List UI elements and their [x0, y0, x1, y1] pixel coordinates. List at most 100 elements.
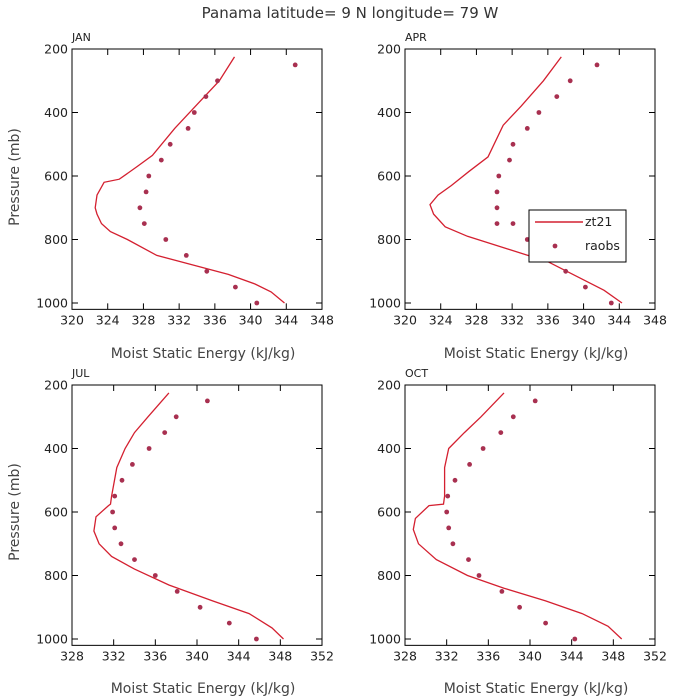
data-point-raobs	[130, 462, 135, 467]
x-tick-label: 344	[227, 648, 251, 663]
x-tick-label: 332	[167, 312, 191, 327]
series-line-zt21	[412, 392, 623, 640]
data-point-raobs	[215, 78, 220, 84]
data-point-raobs	[517, 604, 522, 610]
data-point-raobs	[174, 589, 180, 594]
plot-frame	[404, 384, 656, 646]
plot-frame	[404, 48, 656, 310]
y-axis-label: Pressure (mb)	[7, 463, 23, 561]
x-tick-label: 324	[96, 312, 120, 327]
y-tick-label: 600	[377, 505, 401, 520]
data-point-raobs	[183, 253, 189, 258]
data-point-raobs	[233, 284, 238, 290]
panel-oct: OCT 328 332 336 340 344 348 352 200 400 600 800 100…	[369, 367, 667, 663]
data-point-raobs	[254, 636, 259, 642]
series-line-zt21	[429, 56, 623, 304]
figure-title: Panama latitude= 9 N longitude= 79 W	[202, 4, 499, 22]
y-tick-label: 1000	[36, 296, 68, 311]
data-point-raobs	[466, 557, 471, 562]
y-tick-label: 1000	[369, 632, 401, 647]
y-tick-label: 200	[377, 42, 401, 57]
plot-frame	[71, 384, 323, 646]
data-point-raobs	[205, 398, 210, 404]
data-point-raobs	[118, 541, 124, 547]
legend-marker-swatch	[552, 243, 558, 249]
data-point-raobs	[563, 268, 569, 274]
y-tick-label: 800	[44, 568, 68, 583]
x-tick-label: 340	[239, 312, 263, 327]
x-tick-label: 328	[464, 312, 488, 327]
data-point-raobs	[146, 173, 152, 179]
y-axis-label: Pressure (mb)	[7, 128, 23, 226]
y-tick-label: 200	[44, 42, 68, 57]
data-point-raobs	[496, 173, 502, 179]
data-point-raobs	[567, 78, 573, 84]
x-axis-label: Moist Static Energy (kJ/kg)	[444, 681, 629, 697]
data-point-raobs	[494, 205, 500, 211]
data-point-raobs	[226, 620, 232, 626]
data-point-raobs	[554, 94, 560, 99]
data-point-raobs	[476, 573, 482, 578]
data-point-raobs	[452, 477, 458, 483]
data-point-raobs	[494, 221, 500, 227]
series-line-zt21	[93, 392, 284, 640]
data-point-raobs	[499, 589, 505, 594]
data-point-raobs	[510, 414, 516, 420]
x-tick-label: 340	[518, 648, 542, 663]
x-tick-label: 328	[393, 648, 417, 663]
x-tick-label: 352	[310, 648, 334, 663]
x-tick-label: 344	[560, 648, 584, 663]
data-point-raobs	[163, 237, 169, 242]
data-point-raobs	[446, 525, 452, 531]
data-point-raobs	[572, 636, 578, 642]
data-point-raobs	[292, 62, 298, 68]
x-tick-label: 328	[60, 648, 84, 663]
x-axis-label: Moist Static Energy (kJ/kg)	[111, 346, 296, 362]
data-point-raobs	[143, 189, 149, 195]
y-tick-label: 400	[377, 441, 401, 456]
data-point-raobs	[132, 557, 137, 562]
data-point-raobs	[173, 414, 179, 420]
panel-title: APR	[405, 31, 427, 44]
panel-jan: JAN 320 324 328 332 336 340 344 348 200 400 600 800…	[36, 31, 334, 327]
data-point-raobs	[191, 110, 197, 115]
y-tick-label: 1000	[36, 632, 68, 647]
data-point-raobs	[536, 110, 542, 115]
data-point-raobs	[524, 125, 530, 131]
x-tick-label: 336	[143, 648, 167, 663]
x-tick-label: 348	[268, 648, 292, 663]
x-tick-label: 344	[607, 312, 631, 327]
x-tick-label: 336	[476, 648, 500, 663]
data-point-raobs	[524, 237, 530, 242]
legend-box	[528, 209, 627, 263]
x-tick-label: 340	[572, 312, 596, 327]
series-line-zt21	[94, 56, 285, 304]
y-tick-label: 400	[377, 105, 401, 120]
x-tick-label: 340	[185, 648, 209, 663]
y-tick-label: 1000	[369, 296, 401, 311]
data-point-raobs	[197, 604, 203, 610]
x-tick-label: 328	[131, 312, 155, 327]
x-tick-label: 348	[643, 312, 667, 327]
data-point-raobs	[444, 509, 450, 515]
y-tick-label: 800	[377, 568, 401, 583]
data-point-raobs	[162, 430, 168, 435]
data-point-raobs	[583, 284, 588, 290]
data-point-raobs	[467, 462, 472, 467]
x-tick-label: 332	[102, 648, 126, 663]
data-point-raobs	[510, 221, 516, 227]
x-axis-label: Moist Static Energy (kJ/kg)	[444, 346, 629, 362]
data-point-raobs	[112, 493, 118, 499]
data-point-raobs	[146, 446, 152, 451]
y-tick-label: 200	[377, 378, 401, 393]
x-tick-label: 352	[643, 648, 667, 663]
y-tick-label: 800	[377, 232, 401, 247]
y-tick-label: 200	[44, 378, 68, 393]
data-point-raobs	[152, 573, 158, 578]
data-point-raobs	[532, 398, 538, 404]
y-tick-label: 400	[44, 105, 68, 120]
data-point-raobs	[543, 620, 548, 626]
data-point-raobs	[445, 493, 451, 499]
panel-title: JUL	[71, 367, 90, 380]
data-point-raobs	[141, 221, 147, 227]
